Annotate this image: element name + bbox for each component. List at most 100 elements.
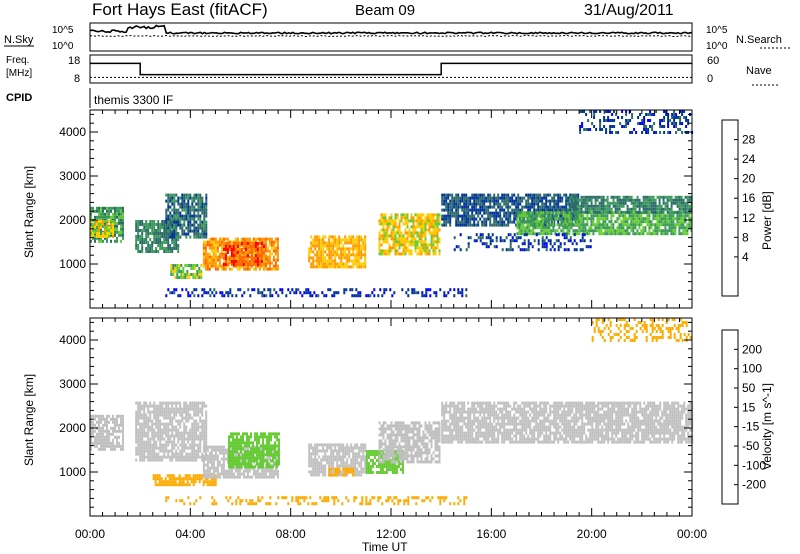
heatmap-cell (588, 226, 591, 230)
heatmap-cell (552, 211, 555, 215)
heatmap-cell (199, 443, 202, 447)
heatmap-cell (167, 288, 170, 292)
heatmap-cell (398, 228, 401, 232)
heatmap-cell (199, 449, 202, 453)
heatmap-cell (519, 223, 522, 227)
heatmap-cell (149, 428, 152, 432)
heatmap-cell (206, 255, 209, 259)
heatmap-cell (612, 204, 615, 208)
heatmap-cell (135, 229, 138, 232)
heatmap-cell (167, 425, 170, 429)
heatmap-cell (393, 291, 396, 295)
heatmap-cell (386, 240, 389, 244)
heatmap-cell (122, 438, 124, 442)
heatmap-cell (382, 234, 385, 238)
heatmap-cell (193, 220, 196, 224)
heatmap-cell (181, 413, 184, 417)
heatmap-cell (161, 413, 164, 417)
heatmap-cell (184, 474, 187, 478)
heatmap-cell (477, 196, 480, 200)
heatmap-cell (406, 240, 409, 244)
heatmap-cell (199, 407, 202, 411)
heatmap-cell (332, 253, 335, 257)
heatmap-cell (467, 205, 470, 209)
heatmap-cell (200, 270, 203, 273)
heatmap-cell (166, 480, 169, 484)
heatmap-cell (224, 260, 227, 263)
heatmap-cell (120, 423, 122, 427)
heatmap-cell (195, 214, 198, 218)
heatmap-cell (527, 196, 530, 200)
heatmap-cell (686, 226, 689, 230)
heatmap-cell (157, 413, 160, 417)
heatmap-cell (614, 232, 617, 236)
heatmap-cell (183, 449, 186, 453)
heatmap-cell (527, 208, 530, 212)
heatmap-cell (352, 238, 355, 242)
heatmap-cell (434, 213, 437, 217)
heatmap-cell (114, 417, 116, 421)
heatmap-cell (232, 242, 235, 245)
heatmap-cell (386, 231, 389, 235)
heatmap-cell (151, 425, 154, 429)
heatmap-cell (185, 428, 188, 432)
heatmap-cell (573, 214, 576, 218)
heatmap-cell (222, 240, 225, 244)
heatmap-cell (390, 249, 393, 253)
heatmap-cell (143, 452, 146, 456)
heatmap-cell (390, 237, 393, 241)
heatmap-cell (167, 416, 170, 420)
heatmap-cell (529, 193, 532, 197)
heatmap-cell (680, 223, 683, 227)
heatmap-cell (159, 238, 162, 241)
heatmap-cell (316, 253, 319, 257)
heatmap-cell (567, 196, 570, 200)
heatmap-cell (654, 232, 657, 236)
heatmap-cell (566, 201, 569, 205)
heatmap-cell (569, 236, 572, 240)
heatmap-cell (94, 230, 96, 234)
heatmap-cell (203, 288, 206, 292)
heatmap-cell (205, 223, 208, 227)
heatmap-cell (195, 431, 198, 435)
heatmap-cell (175, 449, 178, 453)
heatmap-cell (539, 199, 542, 203)
heatmap-cell (445, 199, 448, 203)
heatmap-cell (528, 223, 531, 227)
heatmap-cell (112, 432, 114, 436)
heatmap-cell (172, 483, 175, 487)
heatmap-cell (378, 252, 381, 256)
heatmap-cell (604, 198, 607, 202)
heatmap-cell (324, 265, 327, 269)
heatmap-cell (147, 250, 150, 253)
heatmap-cell (250, 254, 253, 257)
heatmap-cell (228, 240, 231, 244)
heatmap-cell (678, 207, 681, 211)
heatmap-cell (154, 474, 157, 478)
heatmap-cell (451, 193, 454, 197)
heatmap-cell (190, 477, 193, 481)
heatmap-cell (348, 253, 351, 257)
heatmap-cell (94, 227, 96, 231)
heatmap-cell (94, 423, 96, 427)
heatmap-cell (210, 457, 213, 461)
heatmap-cell (358, 247, 361, 251)
heatmap-cell (673, 119, 676, 122)
heatmap-cell (557, 202, 560, 206)
heatmap-cell (467, 208, 470, 212)
heatmap-cell (158, 480, 161, 484)
heatmap-cell (352, 265, 355, 269)
heatmap-cell (564, 220, 567, 224)
heatmap-cell (436, 237, 439, 241)
heatmap-cell (175, 431, 178, 435)
heatmap-cell (674, 232, 677, 236)
heatmap-cell (175, 214, 178, 218)
heatmap-cell (201, 455, 204, 459)
heatmap-cell (147, 410, 150, 414)
heatmap-cell (92, 420, 94, 424)
heatmap-cell (420, 240, 423, 244)
heatmap-cell (489, 193, 492, 197)
heatmap-cell (264, 267, 267, 271)
heatmap-cell (459, 199, 462, 203)
heatmap-cell (676, 204, 679, 208)
